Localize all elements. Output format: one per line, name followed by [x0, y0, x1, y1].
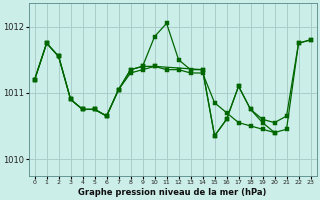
- X-axis label: Graphe pression niveau de la mer (hPa): Graphe pression niveau de la mer (hPa): [78, 188, 267, 197]
